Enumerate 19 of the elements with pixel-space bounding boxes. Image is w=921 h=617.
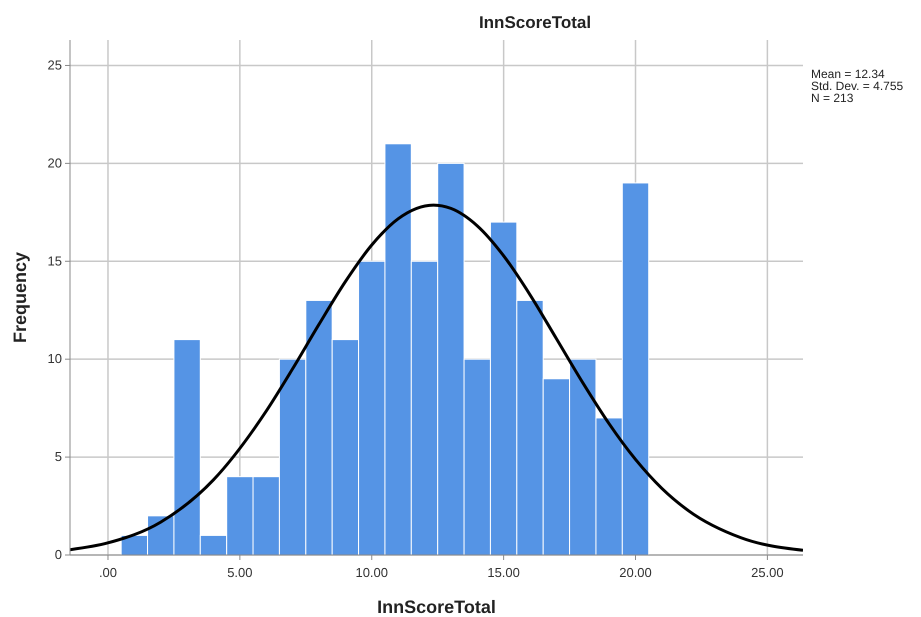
y-tick-label: 25 [48, 57, 62, 72]
text: Std. Dev. = 4.755 [811, 79, 904, 93]
y-tick-label: 10 [48, 351, 62, 366]
x-tick-label: 15.00 [487, 565, 520, 580]
line-series [70, 204, 803, 552]
y-tick-label: 0 [54, 547, 62, 562]
text: N = 213 [811, 91, 854, 105]
x-tick-label: .00 [98, 565, 118, 580]
x-tick-label: 10.00 [355, 565, 388, 580]
text: Mean = 12.34 [811, 67, 886, 81]
x-axis-title: InnScoreTotal [377, 597, 496, 617]
x-tick-label: 20.00 [619, 565, 652, 580]
y-tick-label: 20 [48, 155, 62, 170]
x-tick-label: 25.00 [751, 565, 784, 580]
y-tick-label: 5 [54, 449, 62, 464]
y-axis-title: Frequency [10, 252, 30, 344]
x-tick-label: 5.00 [227, 565, 253, 580]
y-tick-label: 15 [48, 253, 62, 268]
chart-title: InnScoreTotal [478, 13, 592, 32]
